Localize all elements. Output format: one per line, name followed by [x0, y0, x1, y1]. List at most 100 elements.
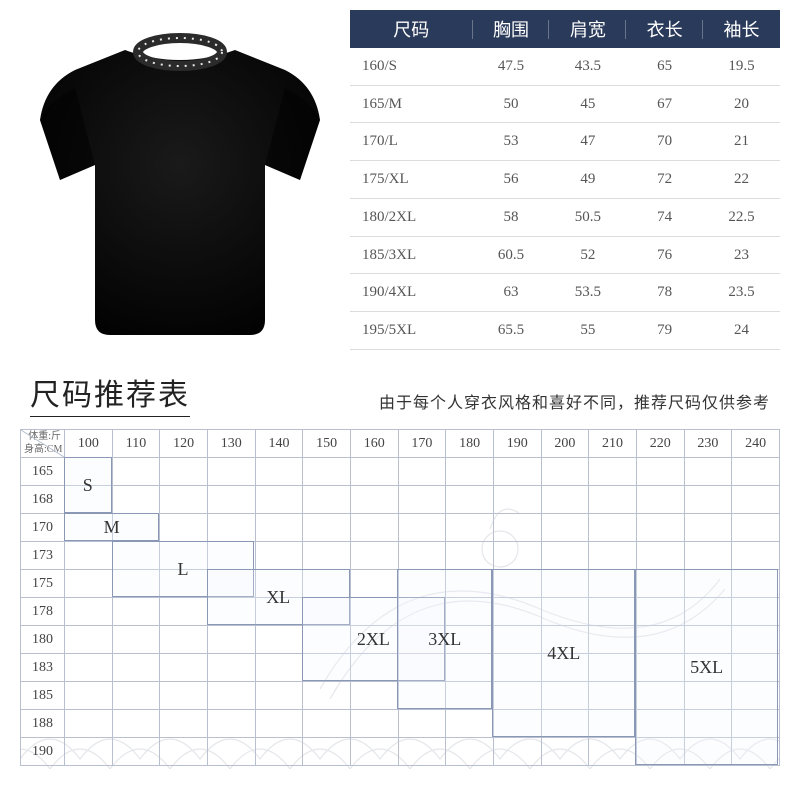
size-table-cell: 47	[549, 123, 626, 161]
size-table-cell: 45	[549, 85, 626, 123]
size-table-row: 170/L53477021	[350, 123, 780, 161]
grid-cell	[446, 514, 494, 542]
grid-cell	[255, 682, 303, 710]
grid-cell	[541, 738, 589, 766]
grid-cell	[255, 738, 303, 766]
height-row-header: 178	[21, 598, 65, 626]
grid-cell	[589, 542, 637, 570]
grid-cell	[493, 514, 541, 542]
grid-cell	[207, 626, 255, 654]
grid-cell	[684, 486, 732, 514]
size-table-cell: 72	[626, 161, 703, 199]
grid-cell	[446, 458, 494, 486]
size-table-cell: 180/2XL	[350, 198, 473, 236]
grid-cell	[541, 626, 589, 654]
size-table-header: 胸围	[473, 10, 550, 48]
grid-cell	[636, 514, 684, 542]
size-table-cell: 190/4XL	[350, 274, 473, 312]
grid-cell	[541, 654, 589, 682]
grid-cell	[732, 458, 780, 486]
grid-cell	[732, 626, 780, 654]
grid-cell	[446, 682, 494, 710]
size-table-cell: 53.5	[549, 274, 626, 312]
grid-cell	[160, 738, 208, 766]
grid-cell	[112, 626, 160, 654]
grid-cell	[493, 486, 541, 514]
height-row-header: 175	[21, 570, 65, 598]
size-table-cell: 67	[626, 85, 703, 123]
size-table-cell: 47.5	[473, 48, 550, 85]
grid-cell	[446, 570, 494, 598]
size-table-cell: 23	[703, 236, 780, 274]
grid-cell	[589, 598, 637, 626]
grid-cell	[493, 458, 541, 486]
height-row-header: 168	[21, 486, 65, 514]
grid-cell	[398, 738, 446, 766]
grid-cell	[303, 682, 351, 710]
grid-cell	[65, 514, 113, 542]
grid-cell	[684, 626, 732, 654]
grid-cell	[684, 598, 732, 626]
grid-cell	[65, 486, 113, 514]
tshirt-image	[30, 10, 330, 350]
weight-column-header: 110	[112, 430, 160, 458]
size-table-row: 195/5XL65.5557924	[350, 312, 780, 350]
grid-cell	[303, 654, 351, 682]
grid-cell	[732, 514, 780, 542]
grid-cell	[112, 570, 160, 598]
grid-cell	[350, 682, 398, 710]
size-table-row: 180/2XL5850.57422.5	[350, 198, 780, 236]
grid-cell	[160, 458, 208, 486]
grid-cell	[446, 486, 494, 514]
height-row-header: 180	[21, 626, 65, 654]
grid-cell	[541, 570, 589, 598]
grid-cell	[684, 654, 732, 682]
grid-cell	[636, 542, 684, 570]
grid-cell	[541, 542, 589, 570]
recommendation-chart: 体重:斤身高:CM1001101201301401501601701801902…	[20, 429, 780, 766]
grid-cell	[493, 682, 541, 710]
grid-cell	[493, 738, 541, 766]
grid-cell	[493, 598, 541, 626]
height-row-header: 170	[21, 514, 65, 542]
grid-cell	[732, 654, 780, 682]
grid-cell	[636, 458, 684, 486]
grid-cell	[684, 514, 732, 542]
size-table-header: 衣长	[626, 10, 703, 48]
grid-cell	[636, 682, 684, 710]
grid-cell	[255, 654, 303, 682]
height-row-header: 190	[21, 738, 65, 766]
grid-cell	[493, 626, 541, 654]
grid-cell	[303, 626, 351, 654]
size-table-row: 175/XL56497222	[350, 161, 780, 199]
grid-corner: 体重:斤身高:CM	[21, 430, 65, 458]
size-table-cell: 70	[626, 123, 703, 161]
grid-cell	[732, 710, 780, 738]
grid-cell	[446, 598, 494, 626]
recommendation-note: 由于每个人穿衣风格和喜好不同，推荐尺码仅供参考	[379, 389, 770, 417]
grid-cell	[207, 514, 255, 542]
grid-cell	[112, 598, 160, 626]
grid-cell	[303, 570, 351, 598]
weight-column-header: 230	[684, 430, 732, 458]
grid-cell	[160, 570, 208, 598]
grid-cell	[255, 542, 303, 570]
grid-cell	[636, 486, 684, 514]
size-table-cell: 74	[626, 198, 703, 236]
grid-cell	[636, 738, 684, 766]
grid-cell	[589, 710, 637, 738]
weight-column-header: 140	[255, 430, 303, 458]
grid-cell	[589, 626, 637, 654]
grid-cell	[207, 682, 255, 710]
size-table-row: 185/3XL60.5527623	[350, 236, 780, 274]
grid-cell	[350, 514, 398, 542]
weight-column-header: 210	[589, 430, 637, 458]
grid-cell	[160, 598, 208, 626]
grid-cell	[636, 570, 684, 598]
grid-cell	[207, 458, 255, 486]
height-row-header: 165	[21, 458, 65, 486]
weight-column-header: 200	[541, 430, 589, 458]
size-table-cell: 50.5	[549, 198, 626, 236]
size-table-cell: 58	[473, 198, 550, 236]
grid-cell	[398, 486, 446, 514]
